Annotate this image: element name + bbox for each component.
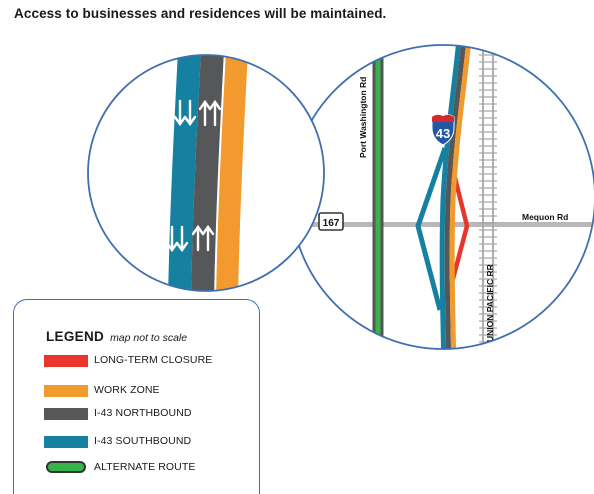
state-route-shield-icon: 167 <box>318 212 344 231</box>
mequon-road-label: Mequon Rd <box>522 212 568 222</box>
legend-label: I-43 NORTHBOUND <box>94 407 192 419</box>
southbound-swatch <box>44 436 88 448</box>
legend-item-closure: LONG-TERM CLOSURE <box>44 354 254 368</box>
legend-item-work-zone: WORK ZONE <box>44 384 254 398</box>
closure-swatch <box>44 355 88 367</box>
legend-box: LEGEND map not to scale LONG-TERM CLOSURE… <box>13 299 260 494</box>
legend-label: WORK ZONE <box>94 384 160 396</box>
legend-label: LONG-TERM CLOSURE <box>94 354 213 366</box>
southbound-bypass <box>415 147 448 311</box>
legend-note: map not to scale <box>110 332 188 344</box>
legend-label: ALTERNATE ROUTE <box>94 461 196 473</box>
i43-mainline <box>439 45 473 349</box>
port-washington-road-label: Port Washington Rd <box>358 77 368 158</box>
work-zone-swatch <box>44 385 88 397</box>
headline: Access to businesses and residences will… <box>14 6 387 21</box>
alternate-route-swatch <box>46 461 86 473</box>
interstate-shield-icon: 43 <box>431 114 455 146</box>
state-route-shield-number: 167 <box>323 218 340 229</box>
legend-header: LEGEND map not to scale <box>46 328 187 346</box>
lane-zoom-circle <box>87 54 325 292</box>
legend-title: LEGEND <box>46 329 105 344</box>
railroad-label: UNION PACIFIC RR <box>485 264 495 342</box>
legend-item-northbound: I-43 NORTHBOUND <box>44 407 254 421</box>
port-washington-road <box>372 45 384 349</box>
lane-arrows <box>165 99 222 253</box>
legend-item-alternate: ALTERNATE ROUTE <box>44 461 254 475</box>
northbound-swatch <box>44 408 88 420</box>
interstate-shield-number: 43 <box>436 126 450 141</box>
detail-circle: Port Washington Rd UNION PACIFIC RR Mequ… <box>290 44 594 350</box>
legend-item-southbound: I-43 SOUTHBOUND <box>44 435 254 449</box>
legend-label: I-43 SOUTHBOUND <box>94 435 192 447</box>
railroad <box>479 45 497 349</box>
